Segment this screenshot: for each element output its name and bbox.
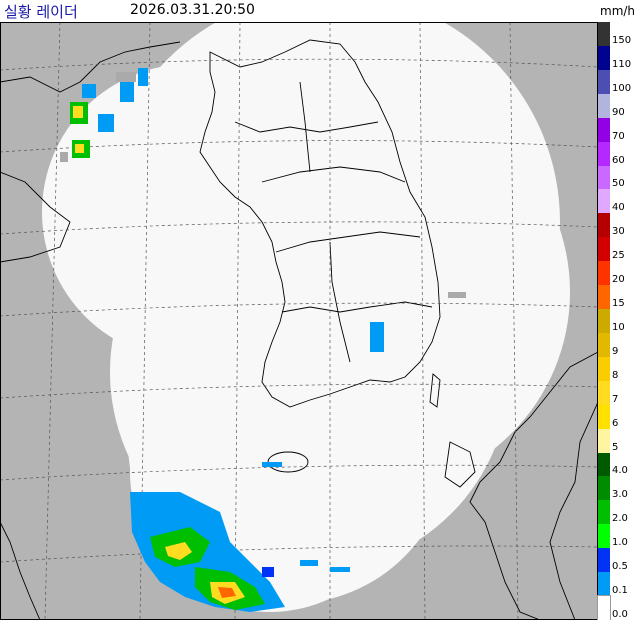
legend-label: 25 bbox=[612, 250, 625, 262]
precipitation-echoes bbox=[60, 68, 466, 612]
legend-label: 15 bbox=[612, 298, 625, 310]
legend-swatch bbox=[598, 404, 610, 429]
legend-label: 90 bbox=[612, 106, 625, 118]
legend-swatch bbox=[598, 524, 610, 549]
legend-swatch bbox=[598, 141, 610, 166]
legend-swatch bbox=[598, 189, 610, 214]
radar-map bbox=[0, 22, 598, 620]
legend-swatch bbox=[598, 452, 610, 477]
legend-label: 7 bbox=[612, 393, 619, 405]
legend-label: 2.0 bbox=[612, 513, 628, 525]
legend-swatch bbox=[598, 237, 610, 262]
legend-label: 8 bbox=[612, 369, 619, 381]
legend-label: 10 bbox=[612, 321, 625, 333]
legend-label: 5 bbox=[612, 441, 619, 453]
legend-label: 60 bbox=[612, 154, 625, 166]
legend-label: 100 bbox=[612, 82, 632, 94]
observation-timestamp: 2026.03.31.20:50 bbox=[130, 2, 255, 18]
legend-swatch bbox=[598, 500, 610, 525]
legend-swatch bbox=[598, 69, 610, 94]
legend-swatch bbox=[598, 548, 610, 573]
legend-label: 110 bbox=[612, 58, 632, 70]
legend-label: 4.0 bbox=[612, 465, 628, 477]
legend-label: 40 bbox=[612, 202, 625, 214]
legend-label: 0.0 bbox=[612, 609, 628, 620]
legend-swatch bbox=[598, 22, 610, 46]
legend-label: 50 bbox=[612, 178, 625, 190]
echo-southwest-sea bbox=[130, 492, 350, 612]
legend-swatch bbox=[598, 309, 610, 333]
legend-swatch bbox=[598, 45, 610, 70]
legend-swatch bbox=[598, 93, 610, 118]
lat-lon-grid bbox=[0, 22, 598, 620]
legend-label: 70 bbox=[612, 130, 625, 142]
page-title: 실황 레이더 bbox=[4, 3, 78, 21]
legend-swatch bbox=[598, 380, 610, 405]
legend-swatch bbox=[598, 476, 610, 501]
legend-swatch bbox=[597, 595, 611, 620]
legend-label: 150 bbox=[612, 34, 632, 46]
legend-label: 30 bbox=[612, 226, 625, 238]
legend-swatch bbox=[598, 356, 610, 381]
legend-label: 1.0 bbox=[612, 537, 628, 549]
legend-label: 3.0 bbox=[612, 489, 628, 501]
legend-swatch bbox=[598, 117, 610, 142]
legend-swatch bbox=[598, 213, 610, 238]
precipitation-legend: 150 110 100 90 70 60 50 40 30 25 20 15 10 9 8 7 6 5 4.0 3.0… bbox=[597, 22, 635, 620]
legend-swatch bbox=[598, 332, 610, 357]
legend-swatch bbox=[598, 285, 610, 310]
echo-east-coast bbox=[448, 292, 466, 298]
echo-northwest-sea bbox=[60, 68, 148, 162]
header-bar: 실황 레이더 2026.03.31.20:50 mm/h bbox=[0, 0, 635, 22]
legend-swatch bbox=[598, 261, 610, 286]
legend-swatch bbox=[598, 572, 610, 597]
echo-near-jeju bbox=[262, 462, 282, 467]
legend-swatch bbox=[598, 165, 610, 190]
legend-label: 9 bbox=[612, 345, 619, 357]
legend-swatch bbox=[598, 428, 610, 453]
echo-inland-south bbox=[370, 322, 384, 352]
legend-label: 0.5 bbox=[612, 561, 628, 573]
legend-unit: mm/h bbox=[600, 4, 635, 18]
legend-label: 20 bbox=[612, 274, 625, 286]
legend-label: 6 bbox=[612, 417, 619, 429]
legend-label: 0.1 bbox=[612, 585, 628, 597]
